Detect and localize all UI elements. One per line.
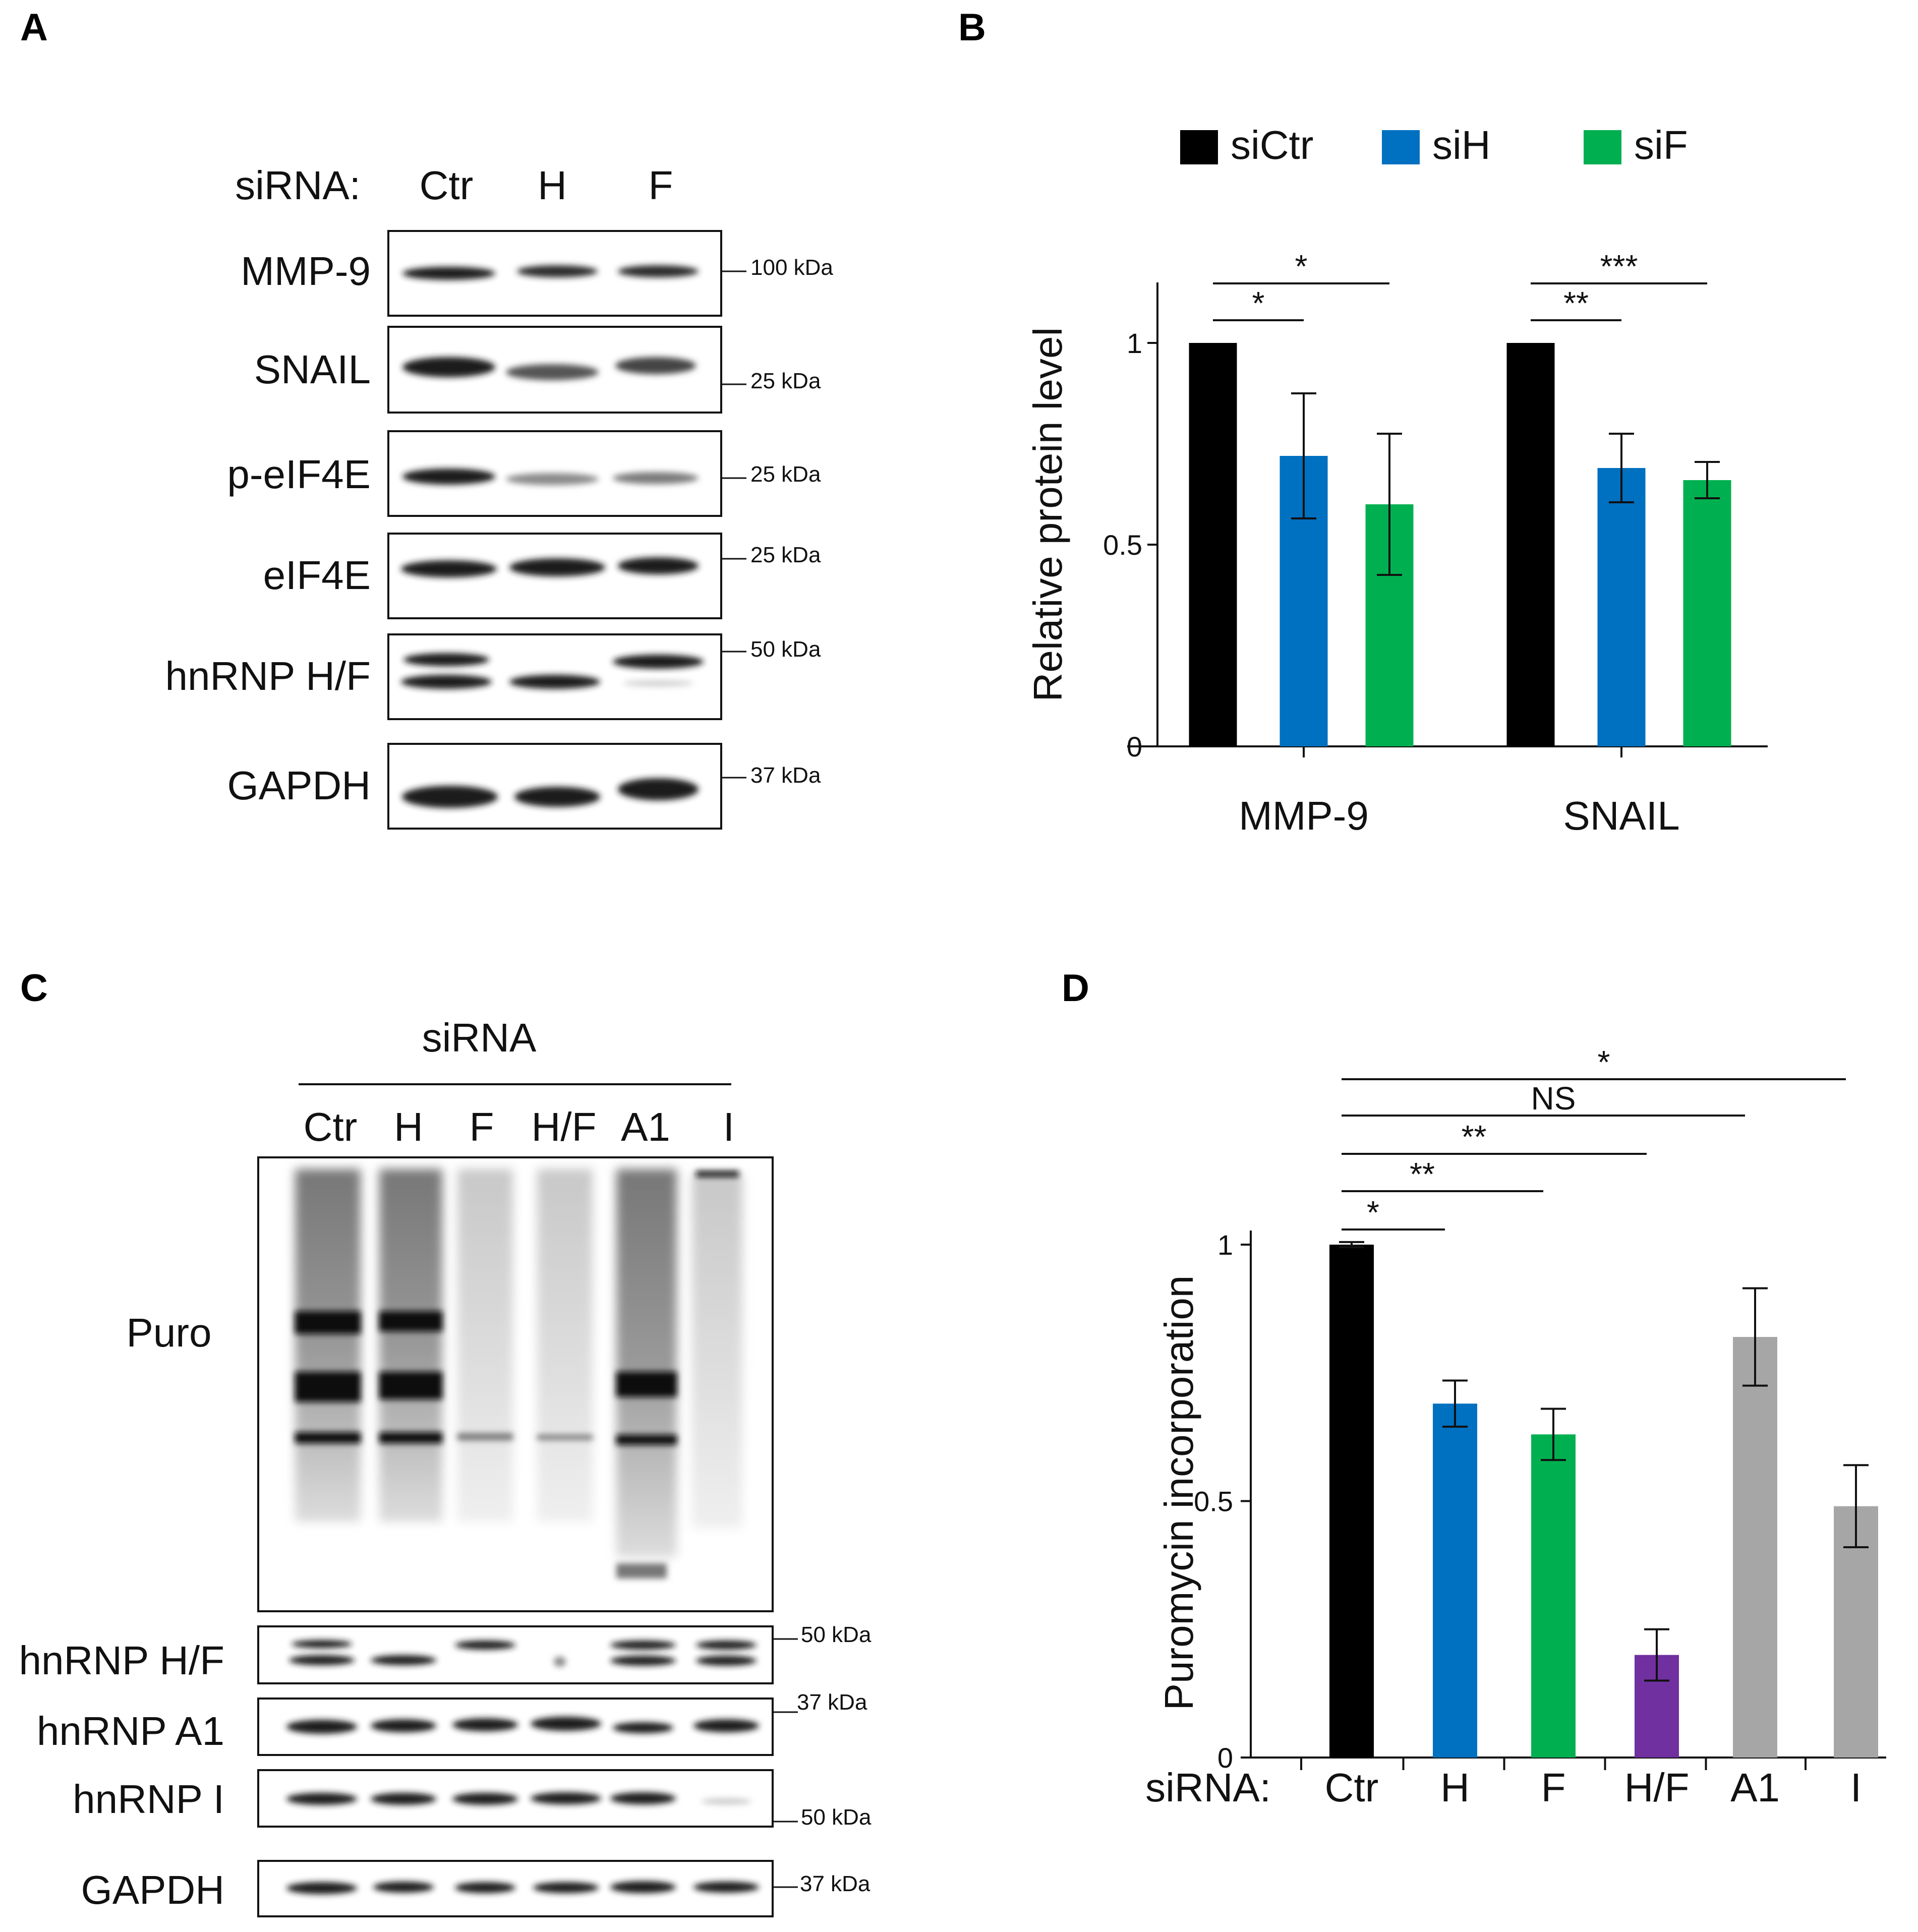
kda-marker: 25 kDa bbox=[750, 543, 821, 567]
kda-marker: 50 kDa bbox=[750, 637, 821, 662]
lane-label-ctr: Ctr bbox=[420, 163, 474, 208]
legend-label-siH: siH bbox=[1432, 123, 1491, 167]
kda-marker: 25 kDa bbox=[750, 462, 821, 487]
lane-label-ctr: Ctr bbox=[304, 1104, 358, 1149]
x-tick-label: SNAIL bbox=[1563, 793, 1679, 838]
blot-label: GAPDH bbox=[81, 1867, 225, 1912]
blot-label: eIF4E bbox=[263, 553, 371, 598]
significance-label: * bbox=[1598, 1044, 1610, 1080]
panel-b: B 0 0.5 1 Relative protein level MMP-9 SNAIL *… bbox=[958, 6, 1768, 838]
panel-c-letter: C bbox=[20, 967, 48, 1010]
bar-siCtr-SNAIL bbox=[1506, 343, 1555, 746]
blot-gapdh-a: GAPDH 37 kDa bbox=[227, 743, 821, 830]
kda-marker: 37 kDa bbox=[800, 1871, 870, 1896]
x-tick-label: A1 bbox=[1730, 1765, 1780, 1810]
blot-c-hnrnp-a1: hnRNP A1 37 kDa bbox=[37, 1690, 867, 1756]
legend-swatch-siH bbox=[1382, 130, 1420, 164]
x-tick-label: H bbox=[1440, 1765, 1470, 1810]
bar-A1 bbox=[1733, 1337, 1777, 1758]
significance-label: * bbox=[1367, 1194, 1379, 1231]
siRNA-header-label: siRNA bbox=[422, 1015, 537, 1060]
lane-label-a1: A1 bbox=[621, 1104, 670, 1149]
significance-label: ** bbox=[1462, 1119, 1487, 1155]
kda-marker: 25 kDa bbox=[750, 369, 821, 393]
lane-label-h: H bbox=[394, 1104, 423, 1149]
puro-label: Puro bbox=[127, 1310, 212, 1355]
y-axis-label: Puromycin incorporation bbox=[1156, 1275, 1201, 1711]
kda-marker: 50 kDa bbox=[801, 1805, 871, 1830]
blot-frame bbox=[257, 1625, 774, 1684]
y-tick-label: 0.5 bbox=[1103, 529, 1142, 561]
panel-d: D 0 0.5 1 Puromycin incorporation Ctr H F H/F A1… bbox=[1062, 967, 1886, 1810]
y-tick-label: 1 bbox=[1217, 1229, 1233, 1261]
lane-label-h: H bbox=[538, 163, 567, 208]
bar-siCtr-MMP-9 bbox=[1189, 343, 1237, 746]
x-tick-label: MMP-9 bbox=[1239, 793, 1369, 838]
blot-c-hnrnp-i: hnRNP I 50 kDa bbox=[73, 1769, 871, 1830]
x-axis-prefix-label: siRNA: bbox=[1145, 1765, 1271, 1810]
y-tick-label: 1 bbox=[1127, 327, 1142, 359]
panel-c: C siRNA Ctr H F H/F A1 I bbox=[19, 967, 871, 1917]
blot-label: GAPDH bbox=[227, 763, 371, 808]
panel-b-letter: B bbox=[958, 6, 986, 49]
blot-c-gapdh: GAPDH 37 kDa bbox=[81, 1860, 870, 1917]
panel-a: A siRNA: Ctr H F MMP-9 100 kDa bbox=[20, 6, 833, 830]
blot-label: p-eIF4E bbox=[227, 452, 371, 497]
x-tick-label: I bbox=[1850, 1765, 1862, 1810]
y-axis-label: Relative protein level bbox=[1025, 327, 1070, 702]
significance-label: *** bbox=[1600, 248, 1638, 284]
blot-p-eif4e: p-eIF4E 25 kDa bbox=[227, 430, 821, 517]
significance-label: * bbox=[1295, 248, 1308, 284]
chart-d: 0 0.5 1 Puromycin incorporation Ctr H F H/F A1 Is… bbox=[1145, 1044, 1886, 1810]
blot-puro: Puro bbox=[127, 1156, 774, 1612]
kda-marker: 100 kDa bbox=[750, 255, 833, 280]
lane-label-i: I bbox=[723, 1104, 734, 1149]
kda-marker: 50 kDa bbox=[801, 1622, 871, 1647]
blot-label: hnRNP I bbox=[73, 1777, 224, 1822]
significance-label: NS bbox=[1531, 1080, 1576, 1117]
bar-H bbox=[1433, 1403, 1477, 1758]
panel-d-letter: D bbox=[1062, 967, 1089, 1010]
blot-label: hnRNP H/F bbox=[165, 654, 371, 698]
blot-snail: SNAIL 25 kDa bbox=[254, 326, 821, 414]
significance-label: ** bbox=[1410, 1156, 1435, 1192]
kda-marker: 37 kDa bbox=[797, 1690, 867, 1715]
blot-eif4e: eIF4E 25 kDa bbox=[263, 533, 821, 619]
y-tick-label: 0.5 bbox=[1194, 1486, 1233, 1517]
lane-label-f: F bbox=[649, 163, 673, 208]
blot-c-hnrnp-hf: hnRNP H/F 50 kDa bbox=[19, 1622, 871, 1684]
bar-F bbox=[1531, 1434, 1576, 1758]
x-tick-label: Ctr bbox=[1325, 1765, 1379, 1810]
siRNA-header-label: siRNA: bbox=[235, 163, 361, 208]
bar-siH-SNAIL bbox=[1597, 468, 1646, 746]
y-tick-label: 0 bbox=[1127, 731, 1142, 763]
blot-label: SNAIL bbox=[254, 347, 371, 392]
significance-label: * bbox=[1252, 285, 1265, 321]
lane-label-f: F bbox=[470, 1104, 494, 1149]
kda-marker: 37 kDa bbox=[750, 763, 821, 788]
legend-label-siF: siF bbox=[1634, 123, 1688, 167]
blot-label: hnRNP A1 bbox=[37, 1709, 224, 1753]
x-tick-label: H/F bbox=[1624, 1765, 1690, 1810]
bar-siF-SNAIL bbox=[1683, 480, 1731, 746]
blot-label: hnRNP H/F bbox=[19, 1638, 224, 1683]
significance-label: ** bbox=[1563, 285, 1589, 321]
legend-swatch-siF bbox=[1584, 130, 1621, 164]
legend-label-siCtr: siCtr bbox=[1231, 123, 1313, 167]
x-tick-label: F bbox=[1541, 1765, 1566, 1810]
bar-Ctr bbox=[1329, 1245, 1374, 1758]
legend-swatch-siCtr bbox=[1180, 130, 1218, 164]
blot-mmp9: MMP-9 100 kDa bbox=[241, 230, 833, 317]
blot-label: MMP-9 bbox=[241, 249, 371, 294]
blot-hnrnp-hf: hnRNP H/F 50 kDa bbox=[165, 633, 821, 720]
lane-label-hf: H/F bbox=[532, 1104, 597, 1149]
y-tick-label: 0 bbox=[1217, 1742, 1233, 1774]
panel-a-letter: A bbox=[20, 6, 48, 49]
